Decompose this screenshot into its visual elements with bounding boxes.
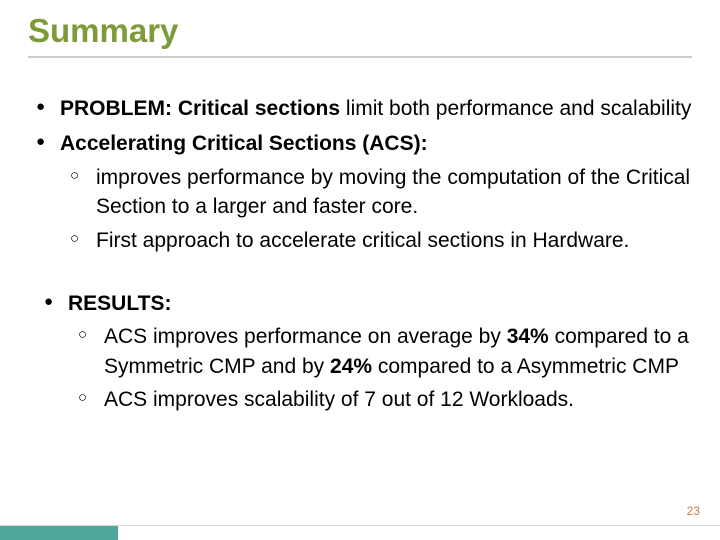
bullet-results-strong: RESULTS: [68,292,171,315]
results-sub-0-post: compared to a Asymmetric CMP [372,355,679,378]
results-sub-0-b1: 34% [507,325,549,348]
bullet-problem-strong: PROBLEM: Critical sections [60,97,340,120]
footer-bar [0,526,118,540]
bullet-problem: PROBLEM: Critical sections limit both pe… [28,94,692,123]
results-sub-0-b2: 24% [330,355,372,378]
bullet-acs-sub-1: First approach to accelerate critical se… [60,226,692,255]
gap [28,261,692,289]
page-number: 23 [687,504,700,518]
slide: Summary PROBLEM: Critical sections limit… [0,0,720,540]
title-underline [28,56,692,58]
results-sub-1: ACS improves scalability of 7 out of 12 … [68,385,692,414]
bullet-acs: Accelerating Critical Sections (ACS): im… [28,129,692,255]
bullet-acs-sub-0: improves performance by moving the compu… [60,163,692,222]
bullet-acs-sub: improves performance by moving the compu… [60,163,692,255]
results-sub: ACS improves performance on average by 3… [68,322,692,414]
bullet-list: PROBLEM: Critical sections limit both pe… [28,94,692,255]
slide-content: PROBLEM: Critical sections limit both pe… [28,94,692,415]
bullet-acs-strong: Accelerating Critical Sections (ACS): [60,132,428,155]
results-sub-0-pre: ACS improves performance on average by [104,325,507,348]
bullet-problem-rest: limit both performance and scalability [340,97,691,120]
results-list: RESULTS: ACS improves performance on ave… [36,289,692,415]
slide-title: Summary [28,12,692,50]
results-sub-0: ACS improves performance on average by 3… [68,322,692,381]
bullet-results: RESULTS: ACS improves performance on ave… [36,289,692,415]
